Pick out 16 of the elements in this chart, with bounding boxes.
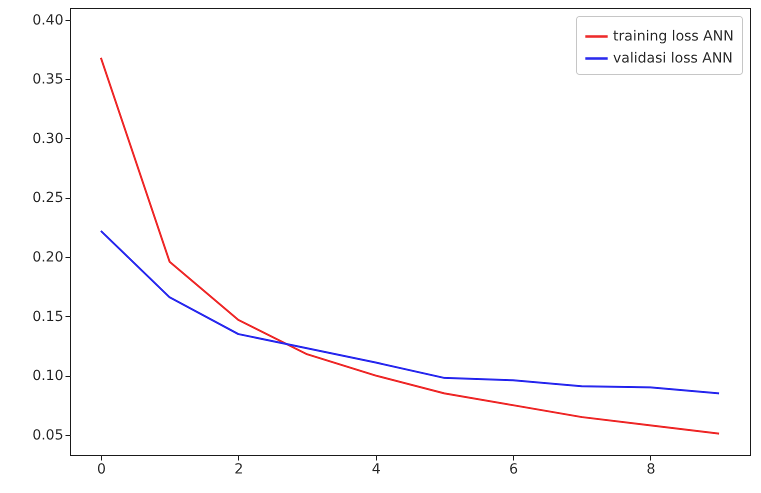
y-tick-label: 0.40 — [32, 12, 64, 28]
x-tick-label: 4 — [372, 462, 381, 478]
x-tick-label: 8 — [646, 462, 656, 478]
legend-label: training loss ANN — [613, 28, 734, 44]
x-tick-label: 6 — [509, 462, 518, 478]
legend-label: validasi loss ANN — [613, 50, 733, 66]
y-tick-label: 0.20 — [32, 249, 64, 266]
y-tick-label: 0.15 — [32, 308, 64, 325]
y-tick-label: 0.35 — [32, 72, 64, 88]
y-tick-label: 0.25 — [32, 190, 64, 206]
y-tick-label: 0.30 — [32, 130, 64, 147]
y-tick-label: 0.05 — [32, 427, 64, 444]
line-series — [100, 230, 720, 394]
x-tick-label: 2 — [234, 462, 244, 478]
x-tick-label: 0 — [96, 462, 106, 478]
y-tick-label: 0.10 — [32, 368, 64, 384]
